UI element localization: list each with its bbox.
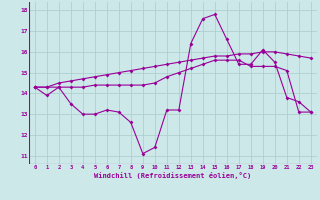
X-axis label: Windchill (Refroidissement éolien,°C): Windchill (Refroidissement éolien,°C): [94, 172, 252, 179]
